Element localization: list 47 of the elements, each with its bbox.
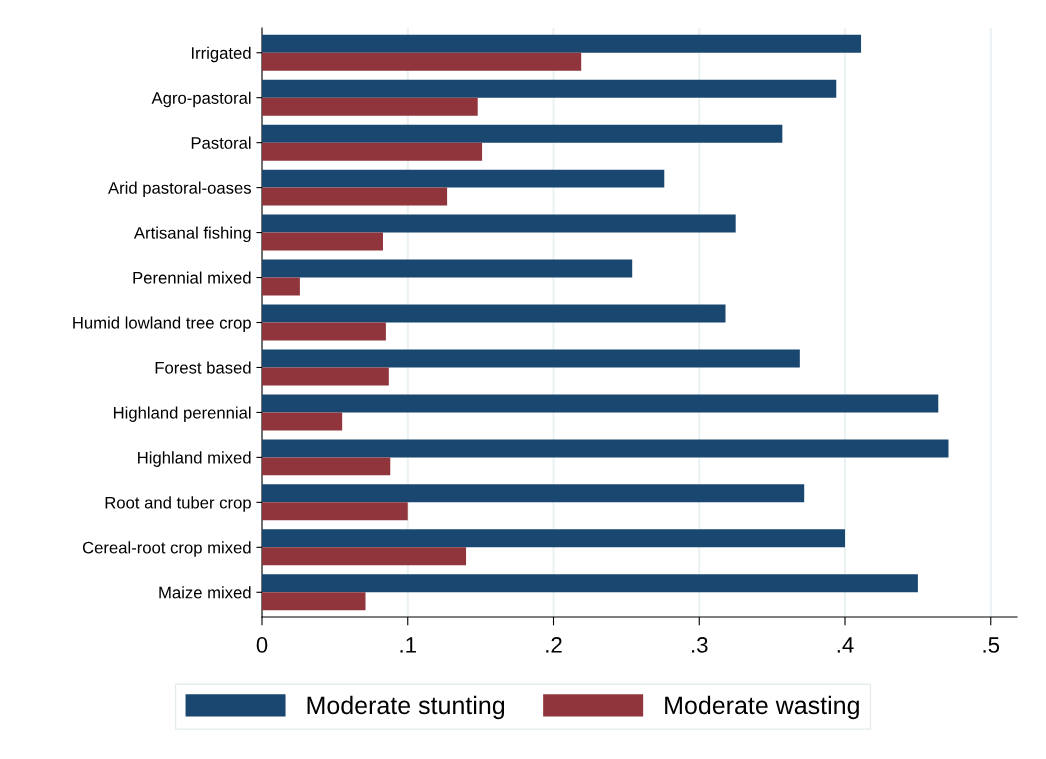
y-tick-label: Humid lowland tree crop <box>73 316 251 332</box>
x-tick-label: .1 <box>400 637 416 653</box>
bar <box>262 547 467 566</box>
bar <box>262 232 383 251</box>
bar <box>262 322 386 341</box>
legend-label: Moderate stunting <box>307 695 505 720</box>
x-tick-label: .5 <box>983 637 1000 653</box>
bar <box>262 484 805 503</box>
y-tick-label: Artisanal fishing <box>133 226 251 243</box>
bar <box>262 574 918 593</box>
bar <box>262 502 408 521</box>
x-tick-label: 0 <box>256 637 268 653</box>
bar <box>262 304 726 323</box>
bar <box>262 169 665 188</box>
bar <box>262 529 846 548</box>
y-tick-label: Highland mixed <box>138 451 251 467</box>
y-tick-label: Cereal-root crop mixed <box>82 541 251 557</box>
bar <box>262 349 800 368</box>
y-tick-label: Root and tuber crop <box>105 496 251 512</box>
bar <box>262 412 343 431</box>
y-tick-label: Pastoral <box>191 136 251 149</box>
bar <box>262 34 862 53</box>
bar <box>262 277 300 296</box>
x-tick-label: .2 <box>546 637 562 653</box>
bar <box>262 214 736 233</box>
x-tick-label: .4 <box>837 637 854 653</box>
y-tick-label: Forest based <box>155 361 251 374</box>
y-tick-label: Irrigated <box>191 46 251 63</box>
bar <box>262 592 366 611</box>
y-tick-label: Agro-pastoral <box>151 91 251 108</box>
legend-label: Moderate wasting <box>665 695 859 720</box>
bar <box>262 439 949 458</box>
y-tick-label: Highland perennial <box>113 406 251 422</box>
bar <box>262 79 837 98</box>
bar <box>262 52 582 71</box>
bar <box>262 259 633 278</box>
y-tick-label: Maize mixed <box>159 586 251 599</box>
bar <box>262 142 483 161</box>
x-tick-label: .3 <box>692 637 708 653</box>
bar <box>262 97 478 116</box>
y-tick-label: Perennial mixed <box>133 271 251 284</box>
bar <box>262 124 783 143</box>
y-tick-label: Arid pastoral-oases <box>108 181 251 198</box>
bar <box>262 457 391 476</box>
bar <box>262 367 389 386</box>
bar <box>262 187 448 206</box>
bar <box>262 394 939 413</box>
